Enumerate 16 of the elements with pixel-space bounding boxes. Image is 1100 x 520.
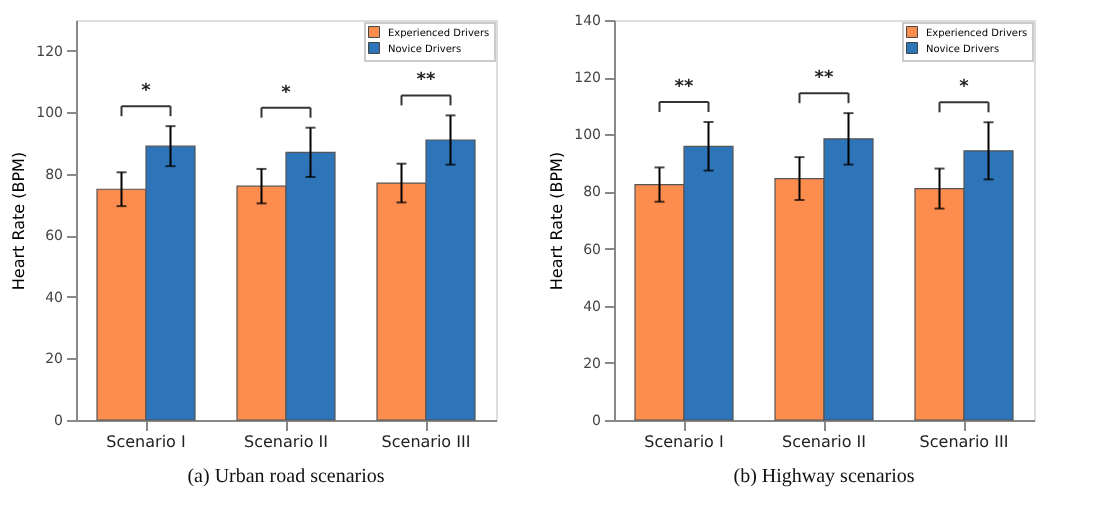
annotation: *: [281, 83, 292, 104]
y-axis-title: Heart Rate (BPM): [10, 151, 29, 291]
y-axis-title: Heart Rate (BPM): [548, 151, 567, 291]
annotation: *: [959, 78, 970, 99]
annotation: **: [814, 69, 834, 90]
x-tick-label: Scenario I: [644, 433, 724, 451]
text: (a) Urban road scenarios: [187, 466, 385, 488]
annotation: **: [674, 78, 694, 98]
annotation: *: [141, 82, 152, 103]
x-tick-label: Scenario I: [106, 433, 186, 451]
text: (b) Highway scenarios: [733, 466, 915, 488]
annotation: **: [416, 71, 436, 92]
x-tick-label: Scenario III: [381, 433, 471, 451]
x-tick-label: Scenario II: [243, 433, 329, 451]
x-tick-label: Scenario III: [919, 433, 1009, 451]
x-tick-label: Scenario II: [781, 433, 867, 451]
